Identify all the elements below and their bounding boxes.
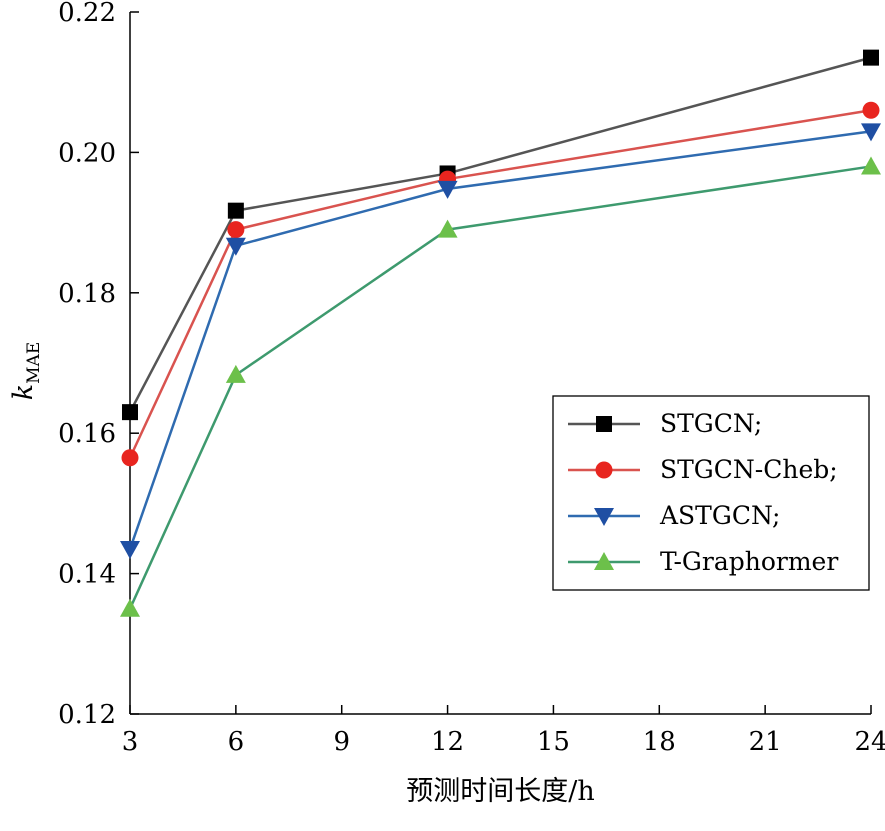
legend-item: STGCN-Cheb; (568, 455, 838, 484)
x-tick-label: 21 (749, 727, 782, 757)
series-line (128, 165, 872, 610)
data-point (225, 364, 246, 383)
series-line (128, 109, 872, 459)
data-point (861, 156, 881, 175)
y-axis-title-subscript: MAE (24, 342, 44, 384)
data-point (437, 219, 458, 238)
legend-label: STGCN; (660, 409, 762, 438)
series-line (128, 56, 872, 413)
axes: 3 6 9 12 15 18 21 24 0.12 0.14 0.16 0.18 0.20 0.22 (58, 0, 885, 757)
x-tick-label: 3 (122, 727, 139, 757)
y-tick-label: 0.18 (58, 279, 116, 309)
data-point (121, 449, 139, 467)
x-tick-label: 6 (228, 727, 245, 757)
legend-marker (596, 416, 612, 432)
y-tick-label: 0.16 (58, 419, 116, 449)
legend-item: ASTGCN; (568, 501, 780, 530)
y-tick-label: 0.12 (58, 700, 116, 730)
legend-marker (594, 552, 614, 570)
data-point (122, 404, 138, 421)
data-point (437, 180, 458, 199)
legend-label: STGCN-Cheb; (660, 455, 838, 484)
data-point (862, 101, 880, 119)
x-tick-label: 24 (854, 727, 885, 757)
y-axis-title: kMAE (8, 342, 44, 400)
legend-label: ASTGCN; (659, 501, 780, 530)
legend: STGCN; STGCN-Cheb; ASTGCN; T-Graphormer (552, 395, 870, 591)
x-tick-label: 15 (537, 727, 570, 757)
series-3 (120, 123, 881, 560)
series-line (128, 130, 872, 550)
data-point (861, 123, 881, 142)
data-point (863, 49, 879, 66)
legend-marker (595, 461, 613, 479)
x-tick-label: 12 (431, 727, 464, 757)
y-axis-title-main: k (8, 384, 39, 400)
legend-item: T-Graphormer (568, 547, 838, 576)
y-tick-label: 0.14 (58, 560, 116, 590)
data-point (120, 541, 140, 560)
y-tick-label: 0.20 (58, 138, 116, 168)
series-layer (120, 49, 881, 617)
data-point (227, 202, 244, 219)
data-point (225, 237, 246, 256)
data-point (120, 598, 140, 617)
legend-item: STGCN; (568, 409, 762, 438)
series-4 (120, 156, 881, 617)
data-point (227, 221, 245, 239)
x-tick-label: 9 (333, 727, 350, 757)
y-tick-label: 0.22 (58, 0, 116, 28)
legend-marker (594, 508, 614, 526)
legend-label: T-Graphormer (660, 547, 838, 576)
x-tick-label: 18 (643, 727, 676, 757)
x-axis-title: 预测时间长度/h (406, 776, 595, 807)
